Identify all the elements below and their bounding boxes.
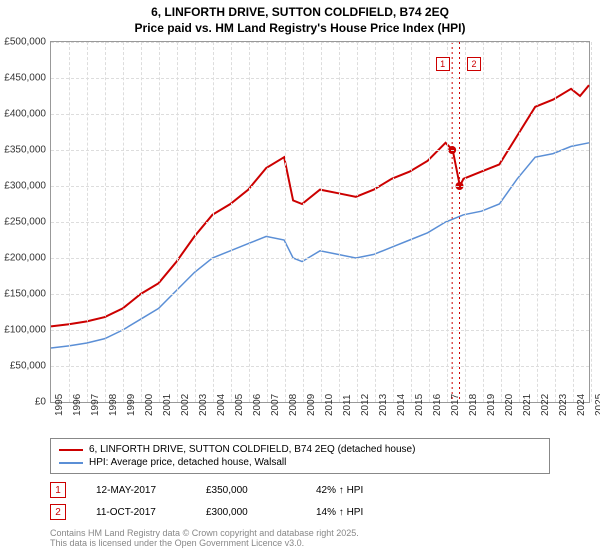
legend-label: 6, LINFORTH DRIVE, SUTTON COLDFIELD, B74…: [89, 444, 415, 455]
y-axis-label: £400,000: [1, 109, 46, 120]
marker-number-box: 2: [50, 504, 66, 520]
marker-change: 14% ↑ HPI: [316, 507, 396, 518]
x-axis-label: 2003: [198, 394, 209, 416]
x-axis-label: 2006: [252, 394, 263, 416]
marker-number-box: 1: [50, 482, 66, 498]
footer: Contains HM Land Registry data © Crown c…: [50, 528, 550, 548]
x-axis-label: 1996: [72, 394, 83, 416]
title-line1: 6, LINFORTH DRIVE, SUTTON COLDFIELD, B74…: [0, 5, 600, 21]
footer-line1: Contains HM Land Registry data © Crown c…: [50, 528, 550, 538]
title-line2: Price paid vs. HM Land Registry's House …: [0, 21, 600, 37]
x-axis-label: 2018: [468, 394, 479, 416]
y-axis-label: £150,000: [1, 289, 46, 300]
marker-table: 1 12-MAY-2017 £350,000 42% ↑ HPI 2 11-OC…: [50, 479, 550, 523]
y-axis-label: £350,000: [1, 145, 46, 156]
legend-item: 6, LINFORTH DRIVE, SUTTON COLDFIELD, B74…: [59, 443, 541, 456]
x-axis-label: 1998: [108, 394, 119, 416]
legend: 6, LINFORTH DRIVE, SUTTON COLDFIELD, B74…: [50, 438, 550, 474]
marker-change: 42% ↑ HPI: [316, 485, 396, 496]
chart-container: 6, LINFORTH DRIVE, SUTTON COLDFIELD, B74…: [0, 0, 600, 560]
y-axis-label: £250,000: [1, 217, 46, 228]
x-axis-label: 1995: [54, 394, 65, 416]
y-axis-label: £100,000: [1, 325, 46, 336]
y-axis-label: £0: [1, 397, 46, 408]
x-axis-label: 2025: [594, 394, 600, 416]
x-axis-label: 2002: [180, 394, 191, 416]
y-axis-label: £200,000: [1, 253, 46, 264]
legend-swatch: [59, 449, 83, 451]
series-line-hpi: [51, 143, 589, 348]
x-axis-label: 2020: [504, 394, 515, 416]
x-axis-label: 2016: [432, 394, 443, 416]
x-axis-label: 2022: [540, 394, 551, 416]
x-axis-label: 2024: [576, 394, 587, 416]
x-axis-label: 2008: [288, 394, 299, 416]
x-axis-label: 2023: [558, 394, 569, 416]
x-axis-label: 2021: [522, 394, 533, 416]
marker-price: £350,000: [206, 485, 286, 496]
footer-line2: This data is licensed under the Open Gov…: [50, 538, 550, 548]
x-axis-label: 2007: [270, 394, 281, 416]
series-line-price_paid: [51, 85, 589, 326]
marker-row: 1 12-MAY-2017 £350,000 42% ↑ HPI: [50, 479, 550, 501]
x-axis-label: 2005: [234, 394, 245, 416]
marker-price: £300,000: [206, 507, 286, 518]
plot-area: £0£50,000£100,000£150,000£200,000£250,00…: [50, 41, 590, 403]
marker-number: 2: [55, 507, 61, 518]
marker-row: 2 11-OCT-2017 £300,000 14% ↑ HPI: [50, 501, 550, 523]
legend-item: HPI: Average price, detached house, Wals…: [59, 456, 541, 469]
x-axis-label: 2004: [216, 394, 227, 416]
x-axis-label: 2000: [144, 394, 155, 416]
x-axis-label: 2009: [306, 394, 317, 416]
x-axis-label: 2013: [378, 394, 389, 416]
x-axis-label: 2019: [486, 394, 497, 416]
legend-label: HPI: Average price, detached house, Wals…: [89, 457, 286, 468]
chart-marker: 2: [467, 57, 481, 71]
y-axis-label: £450,000: [1, 73, 46, 84]
x-axis-label: 2012: [360, 394, 371, 416]
y-axis-label: £300,000: [1, 181, 46, 192]
chart-title: 6, LINFORTH DRIVE, SUTTON COLDFIELD, B74…: [0, 0, 600, 36]
x-axis-label: 2011: [342, 395, 353, 417]
x-axis-label: 1997: [90, 394, 101, 416]
x-axis-label: 2001: [162, 394, 173, 416]
x-axis-label: 2017: [450, 394, 461, 416]
x-axis-label: 2014: [396, 394, 407, 416]
chart-marker: 1: [436, 57, 450, 71]
x-axis-label: 2015: [414, 394, 425, 416]
marker-date: 12-MAY-2017: [96, 485, 176, 496]
y-axis-label: £50,000: [1, 361, 46, 372]
legend-swatch: [59, 462, 83, 464]
x-axis-label: 1999: [126, 394, 137, 416]
marker-date: 11-OCT-2017: [96, 507, 176, 518]
y-axis-label: £500,000: [1, 37, 46, 48]
x-axis-label: 2010: [324, 394, 335, 416]
marker-number: 1: [55, 485, 61, 496]
